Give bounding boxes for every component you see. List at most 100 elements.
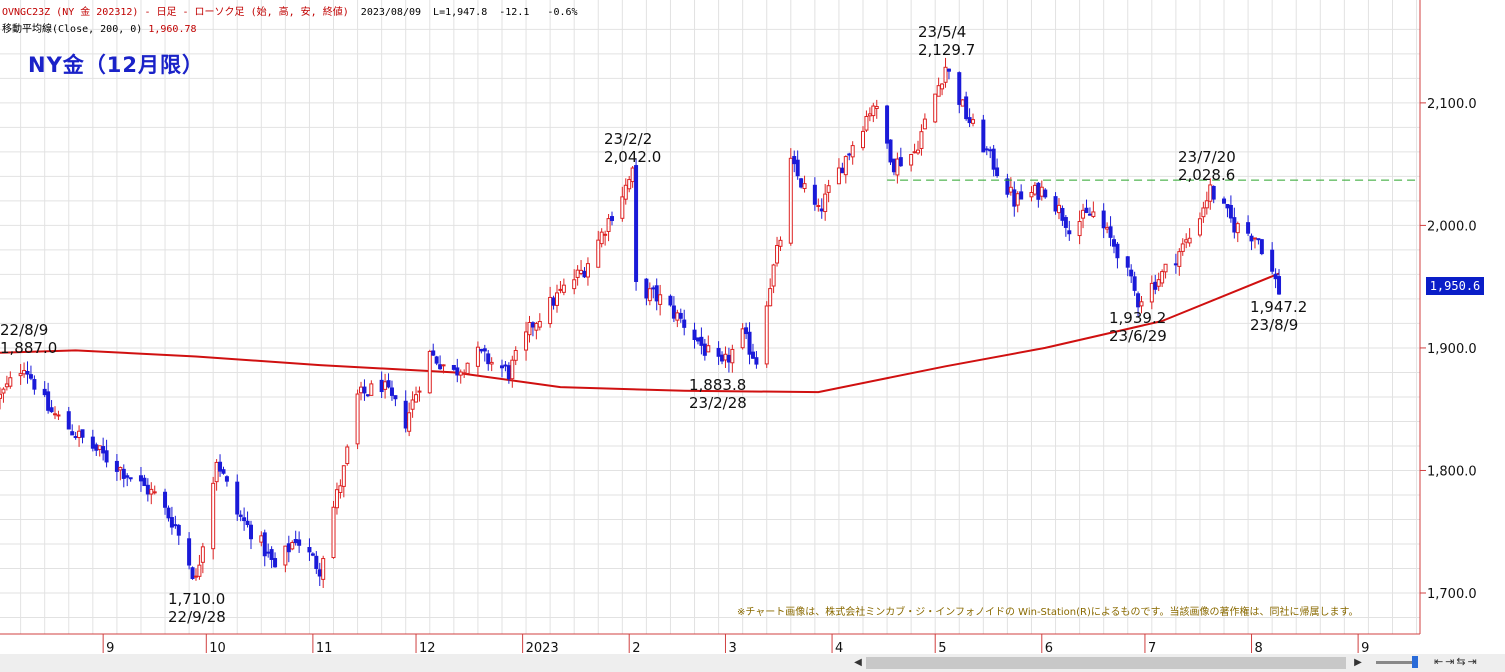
candle-body bbox=[238, 514, 243, 517]
candle-body bbox=[1053, 196, 1058, 212]
candle-body bbox=[1105, 226, 1110, 230]
candle-body bbox=[678, 312, 683, 319]
candle-body bbox=[403, 400, 408, 429]
candle-body bbox=[1173, 263, 1178, 266]
candle-body bbox=[695, 337, 700, 342]
candle-body bbox=[197, 564, 202, 577]
candle-body bbox=[1235, 223, 1240, 234]
candle-body bbox=[651, 287, 656, 290]
candle-body bbox=[1029, 192, 1034, 198]
candle-body bbox=[675, 312, 680, 321]
candle-body bbox=[943, 66, 948, 83]
candle-body bbox=[606, 218, 611, 232]
x-tick-label: 3 bbox=[728, 641, 736, 656]
x-tick-label: 11 bbox=[316, 641, 333, 656]
annotation-date: 23/6/29 bbox=[1109, 327, 1167, 345]
candle-body bbox=[441, 364, 446, 367]
candle-body bbox=[1081, 209, 1086, 219]
candle-body bbox=[754, 357, 759, 365]
candle-body bbox=[534, 322, 539, 331]
candle-body bbox=[603, 233, 608, 236]
x-tick-label: 6 bbox=[1045, 641, 1053, 656]
candle-body bbox=[1067, 230, 1072, 235]
candle-body bbox=[1201, 207, 1206, 218]
candle-body bbox=[1111, 239, 1116, 247]
candle-body bbox=[245, 520, 250, 526]
candle-body bbox=[922, 118, 927, 130]
candle-body bbox=[169, 517, 174, 528]
bottom-scrollbar[interactable]: ◀ ▶ ⇤⇥⇆⇥ bbox=[0, 654, 1505, 672]
candle-body bbox=[18, 373, 23, 377]
candle-body bbox=[1246, 222, 1251, 234]
candle-body bbox=[427, 350, 432, 394]
candle-body bbox=[585, 263, 590, 278]
candle-body bbox=[455, 367, 460, 376]
candle-body bbox=[152, 491, 157, 494]
candle-body bbox=[768, 288, 773, 307]
candle-body bbox=[506, 365, 511, 380]
triangle-left-icon[interactable]: ◀ bbox=[854, 657, 862, 668]
candle-body bbox=[895, 158, 900, 176]
candle-body bbox=[190, 567, 195, 579]
candle-body bbox=[671, 305, 676, 319]
candle-body bbox=[891, 158, 896, 173]
annotation-date: 23/7/20 bbox=[1178, 148, 1236, 166]
candle-body bbox=[359, 386, 364, 394]
candle-body bbox=[94, 444, 99, 451]
scroll-thumb[interactable] bbox=[866, 657, 1346, 669]
candle-body bbox=[118, 466, 123, 471]
candle-body bbox=[964, 96, 969, 120]
zoom-knob[interactable] bbox=[1412, 656, 1418, 668]
candle-body bbox=[28, 374, 33, 379]
candle-body bbox=[912, 151, 917, 154]
y-tick-label: 2,000.0 bbox=[1427, 219, 1477, 234]
candle-body bbox=[850, 145, 855, 158]
candle-body bbox=[211, 482, 216, 550]
candle-body bbox=[630, 167, 635, 183]
candle-body bbox=[166, 507, 171, 519]
zoom-slider[interactable] bbox=[1376, 661, 1416, 664]
candle-body bbox=[599, 231, 604, 245]
candle-body bbox=[812, 184, 817, 205]
candle-body bbox=[1, 388, 6, 394]
candle-body bbox=[200, 546, 205, 563]
candle-body bbox=[331, 506, 336, 559]
candle-body bbox=[355, 393, 360, 445]
candle-body bbox=[224, 476, 229, 482]
candle-body bbox=[97, 445, 102, 450]
candle-body bbox=[345, 446, 350, 465]
candle-body bbox=[799, 178, 804, 188]
candle-body bbox=[32, 379, 37, 390]
annotation-date: 22/8/9 bbox=[0, 321, 48, 339]
candle-body bbox=[919, 131, 924, 149]
candle-body bbox=[417, 390, 422, 393]
x-tick-label: 2023 bbox=[526, 641, 559, 656]
ma-200-line bbox=[0, 272, 1280, 394]
candle-body bbox=[572, 279, 577, 290]
candle-body bbox=[726, 354, 731, 363]
ma-value: 1,960.78 bbox=[148, 24, 197, 35]
candle-body bbox=[530, 322, 535, 328]
candle-body bbox=[1211, 185, 1216, 200]
candle-body bbox=[1036, 182, 1041, 200]
candle-body bbox=[1087, 213, 1092, 216]
candle-body bbox=[1132, 276, 1137, 291]
candle-body bbox=[843, 156, 848, 176]
candle-body bbox=[173, 524, 178, 527]
candle-body bbox=[53, 413, 58, 416]
candle-body bbox=[73, 436, 78, 439]
toolbar-icons[interactable]: ⇤⇥⇆⇥ bbox=[1434, 655, 1479, 668]
instrument-info: OVNGC23Z (NY 金 202312) - 日足 - ローソク足 (始, … bbox=[2, 7, 349, 18]
candle-body bbox=[499, 365, 504, 369]
y-tick-label: 2,100.0 bbox=[1427, 97, 1477, 112]
triangle-right-icon[interactable]: ▶ bbox=[1354, 657, 1362, 668]
candle-body bbox=[933, 93, 938, 123]
candle-body bbox=[1153, 281, 1158, 290]
candle-body bbox=[338, 485, 343, 493]
candle-body bbox=[297, 539, 302, 546]
candle-body bbox=[434, 356, 439, 364]
candle-body bbox=[623, 184, 628, 200]
candle-body bbox=[885, 105, 890, 144]
candle-body bbox=[819, 208, 824, 212]
candle-body bbox=[936, 85, 941, 97]
